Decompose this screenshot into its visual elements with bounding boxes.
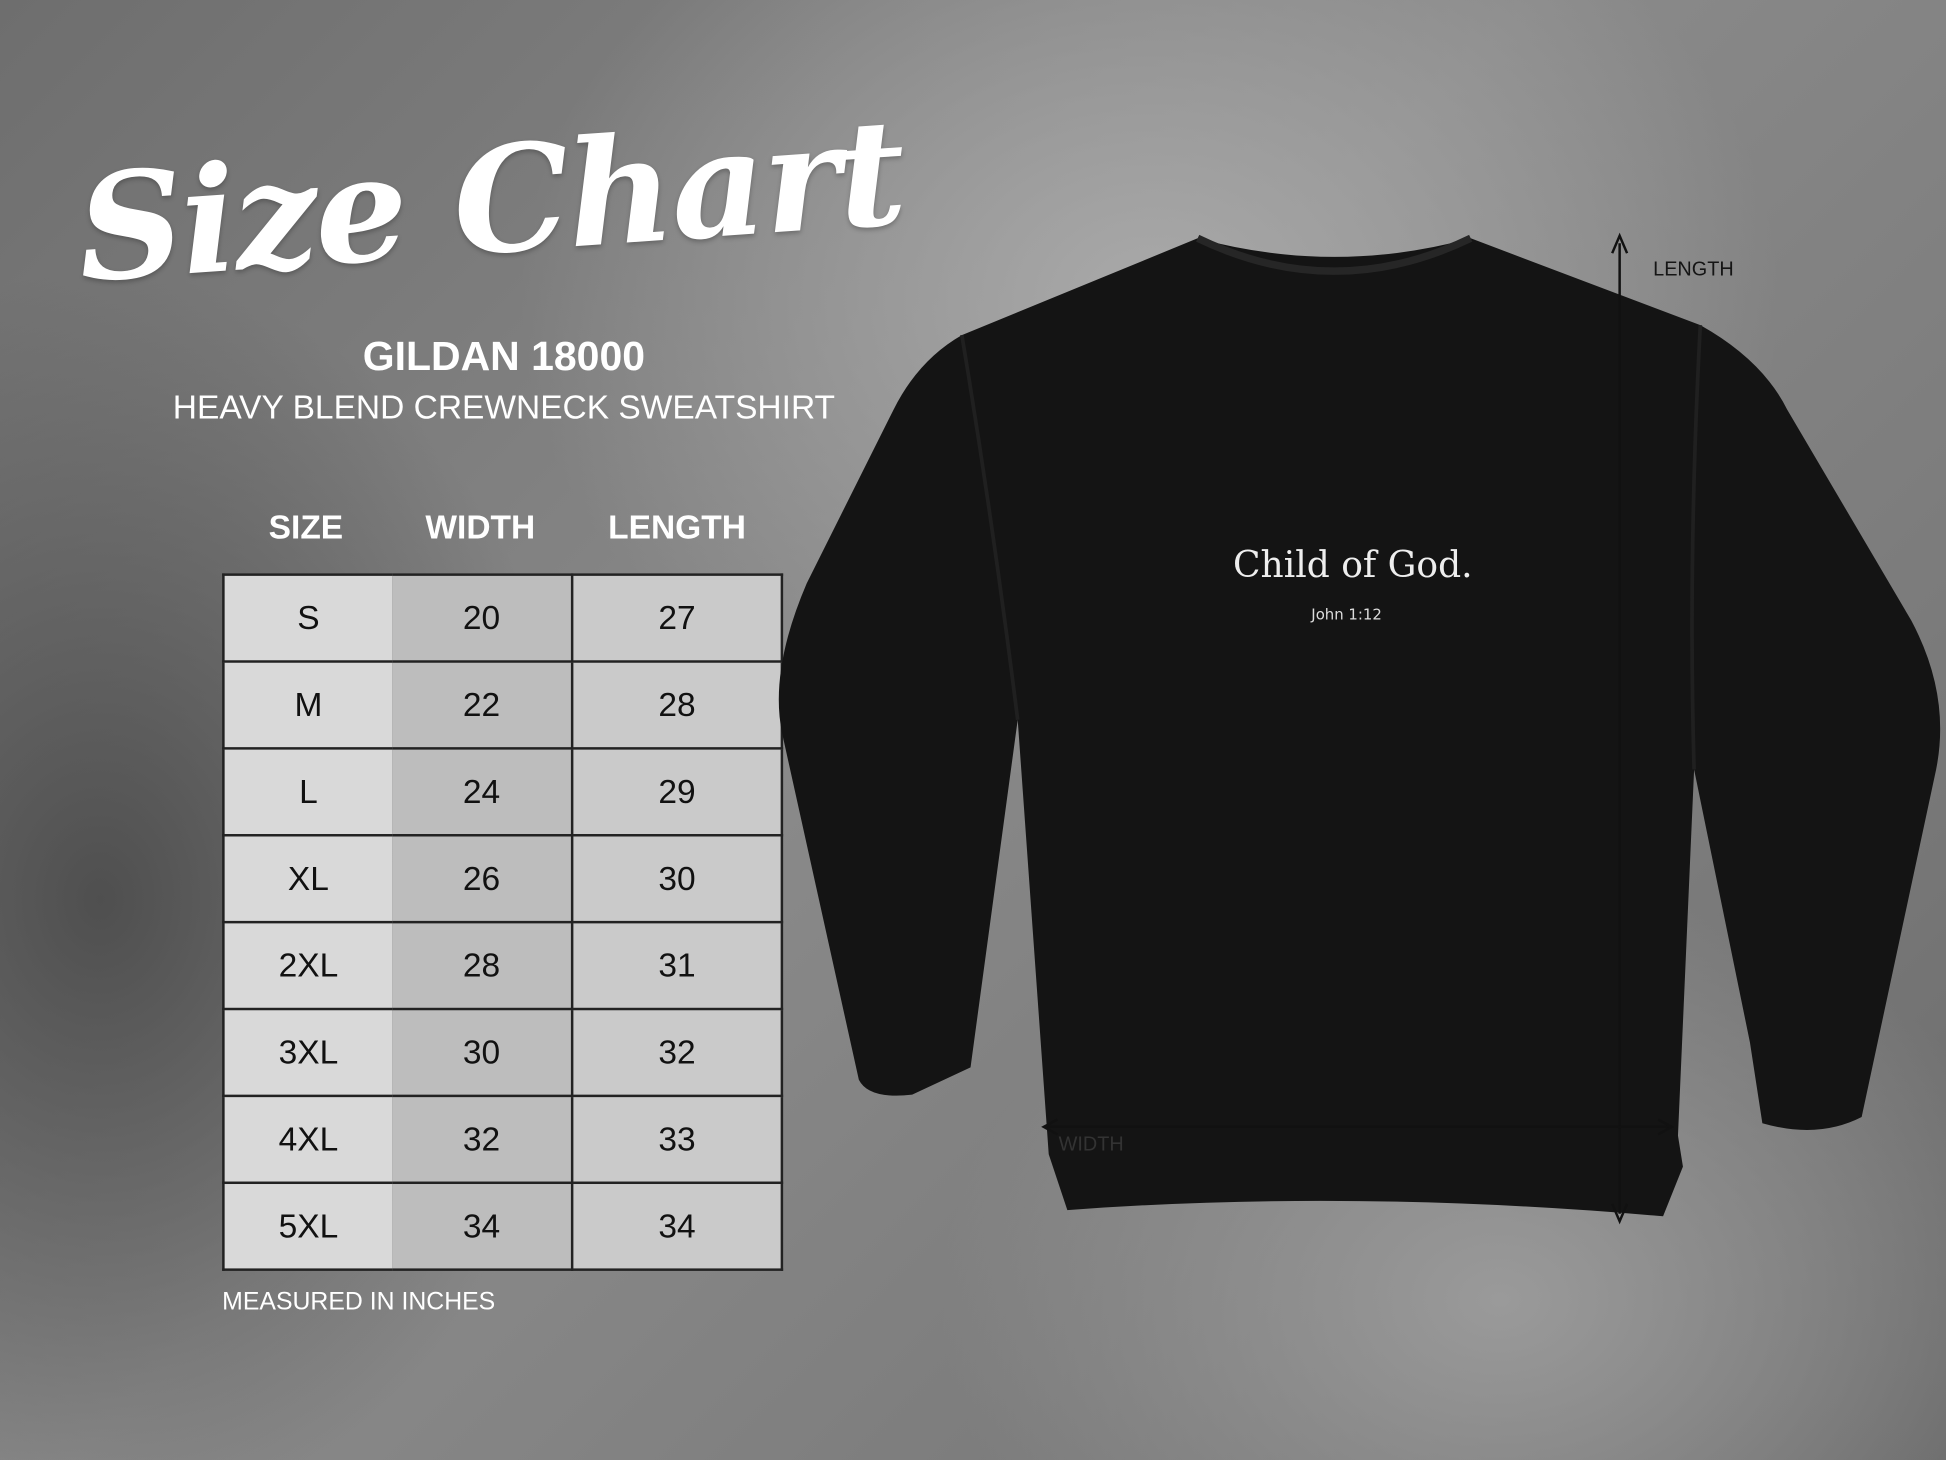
product-code: GILDAN 18000 — [362, 332, 646, 379]
header-length: LENGTH — [608, 508, 746, 547]
width-cell: 30 — [392, 1007, 574, 1098]
left-sleeve-seam — [960, 334, 1020, 721]
size-cell: L — [222, 747, 393, 837]
length-cell: 28 — [570, 660, 784, 750]
table-row: 4XL 32 33 — [222, 1094, 784, 1185]
header-size: SIZE — [268, 508, 344, 547]
size-cell: S — [222, 573, 393, 663]
width-label: WIDTH — [1058, 1134, 1124, 1156]
length-cell: 27 — [570, 573, 784, 663]
table-row: 2XL 28 31 — [222, 920, 784, 1011]
length-cell: 32 — [570, 1007, 784, 1098]
product-name: HEAVY BLEND CREWNECK SWEATSHIRT — [172, 388, 836, 426]
width-arrow-head-right — [1657, 1118, 1675, 1136]
table-row: S 20 27 — [222, 573, 784, 663]
width-cell: 32 — [392, 1094, 574, 1185]
width-cell: 24 — [392, 747, 574, 837]
print-title: Child of God. — [1233, 543, 1473, 586]
length-cell: 33 — [570, 1094, 784, 1185]
header-width: WIDTH — [425, 508, 536, 547]
size-cell: 5XL — [222, 1181, 393, 1271]
collar-rib — [1196, 234, 1473, 275]
size-cell: M — [222, 660, 393, 750]
table-row: L 24 29 — [222, 747, 784, 837]
size-cell: XL — [222, 834, 393, 924]
width-cell: 26 — [392, 834, 574, 924]
right-sleeve-seam — [1690, 325, 1703, 770]
size-cell: 2XL — [222, 920, 393, 1011]
sweatshirt-body — [778, 238, 1941, 1217]
measurement-note: MEASURED IN INCHES — [222, 1288, 496, 1316]
table-row: 3XL 30 32 — [222, 1007, 784, 1098]
size-cell: 3XL — [222, 1007, 393, 1098]
length-cell: 34 — [570, 1181, 784, 1271]
size-cell: 4XL — [222, 1094, 393, 1185]
length-arrow-head-top — [1611, 232, 1629, 254]
length-arrow-head-bottom — [1611, 1203, 1629, 1225]
length-label: LENGTH — [1653, 259, 1734, 281]
width-cell: 22 — [392, 660, 574, 750]
width-cell: 34 — [392, 1181, 574, 1271]
table-row: M 22 28 — [222, 660, 784, 750]
print-subtitle: John 1:12 — [1311, 605, 1382, 624]
length-cell: 31 — [570, 920, 784, 1011]
size-table: S 20 27 M 22 28 L 24 29 XL 26 30 2XL 28 31 3XL 30 32 4XL 32… — [222, 573, 784, 1271]
length-cell: 29 — [570, 747, 784, 837]
table-row: 5XL 34 34 — [222, 1181, 784, 1271]
width-cell: 20 — [392, 573, 574, 663]
length-cell: 30 — [570, 834, 784, 924]
width-cell: 28 — [392, 920, 574, 1011]
table-row: XL 26 30 — [222, 834, 784, 924]
width-arrow-head-left — [1041, 1118, 1059, 1136]
